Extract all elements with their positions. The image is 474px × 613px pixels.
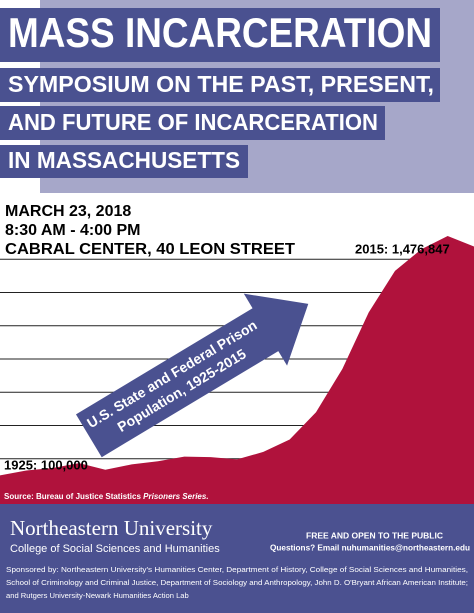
event-date: MARCH 23, 2018 [5, 203, 131, 220]
subtitle-box [0, 106, 385, 140]
footer [0, 504, 474, 613]
sponsors: School of Criminology and Criminal Justi… [6, 578, 468, 587]
annotation: 2015: 1,476,847 [355, 241, 450, 256]
contact: Questions? Email nuhumanities@northeaste… [270, 542, 470, 552]
source-italic: Prisoners Series. [143, 492, 208, 501]
source-text: Source: Bureau of Justice Statistics [4, 492, 141, 501]
title: MASS INCARCERATION [8, 9, 432, 56]
arrow-shape [75, 293, 309, 458]
notice: FREE AND OPEN TO THE PUBLIC [306, 530, 443, 540]
source: Source: Bureau of Justice Statistics Pri… [4, 492, 209, 501]
annotation: 1925: 100,000 [4, 457, 88, 472]
area [0, 235, 474, 492]
source-bar [0, 490, 474, 504]
college: College of Social Sciences and Humanitie… [10, 543, 220, 555]
subtitle: AND FUTURE OF INCARCERATION [8, 109, 378, 135]
sponsors: and Rutgers University-Newark Humanities… [6, 591, 189, 600]
subtitle-box [0, 145, 248, 178]
subtitle-box [0, 68, 440, 102]
event-time: 8:30 AM - 4:00 PM [5, 222, 140, 239]
sponsors: Sponsored by: Northeastern University's … [6, 565, 468, 574]
title-box [0, 8, 440, 62]
subtitle: IN MASSACHUSETTS [8, 147, 240, 173]
event-place: CABRAL CENTER, 40 LEON STREET [5, 241, 295, 258]
subtitle: SYMPOSIUM ON THE PAST, PRESENT, [8, 71, 434, 97]
university: Northeastern University [10, 516, 213, 540]
